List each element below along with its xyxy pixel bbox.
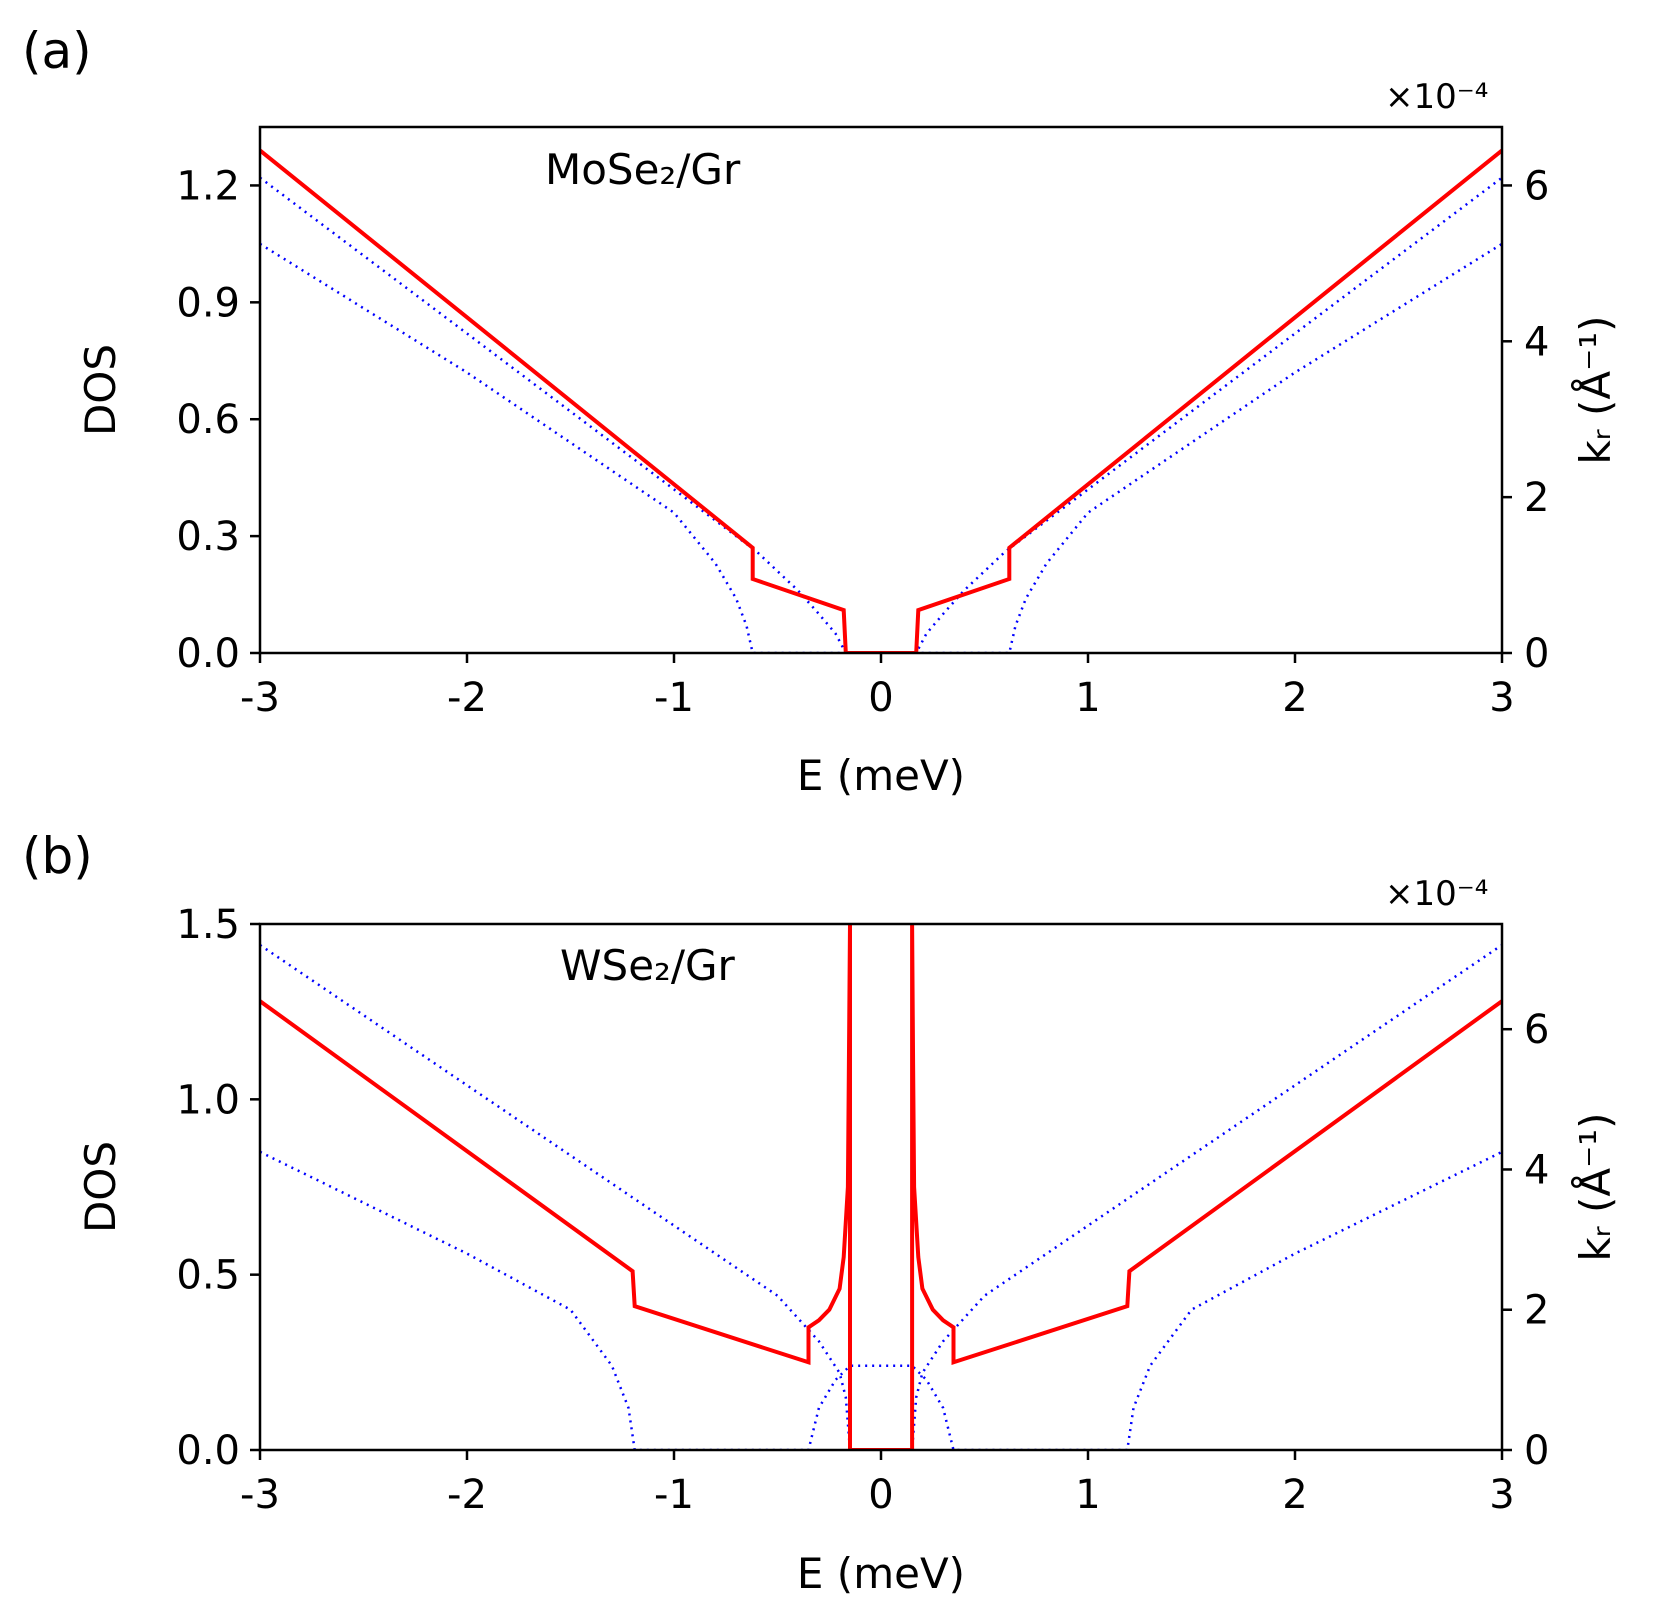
panel-a-y2tick-label-2: 4	[1524, 319, 1549, 365]
panel-a-xtick-label-0: -3	[240, 675, 280, 721]
panel-a-series	[260, 148, 1502, 653]
panel-b-series	[260, 924, 1502, 1450]
panel-b-ytick-label-0: 0.0	[176, 1428, 240, 1474]
panel-a-y2tick-label-3: 6	[1524, 163, 1549, 209]
panel-a-annotation: MoSe₂/Gr	[545, 145, 741, 194]
panel-b-x-ticks: -3 -2 -1 0 1 2 3	[240, 1450, 1515, 1518]
panel-b-ylabel: DOS	[76, 1141, 125, 1233]
panel-a-xtick-label-2: -1	[654, 675, 694, 721]
panel-b-series-1	[260, 943, 1502, 1450]
panel-b-xtick-label-4: 1	[1075, 1472, 1100, 1518]
panel-b-xtick-label-5: 2	[1282, 1472, 1307, 1518]
panel-a-ytick-label-0: 0.0	[176, 631, 240, 677]
panel-b: (b) -3 -2 -1 0 1 2 3 0.0 0.5 1.0 1.5 0 2 4 6 WSe₂/Gr…	[22, 827, 1620, 1598]
panel-b-label: (b)	[22, 827, 93, 885]
panel-b-y2tick-label-3: 6	[1524, 1007, 1549, 1053]
panel-b-xtick-label-0: -3	[240, 1472, 280, 1518]
panel-a-y-ticks: 0.0 0.3 0.6 0.9 1.2	[176, 163, 260, 677]
panel-b-y2tick-label-2: 4	[1524, 1147, 1549, 1193]
panel-b-xtick-label-6: 3	[1489, 1472, 1514, 1518]
panel-a-ytick-label-1: 0.3	[176, 514, 240, 560]
panel-a-xtick-label-6: 3	[1489, 675, 1514, 721]
panel-a-y2tick-label-1: 2	[1524, 475, 1549, 521]
panel-a-xlabel: E (meV)	[797, 751, 965, 800]
panel-a: (a) -3 -2 -1 0 1 2 3 0.0 0.3 0.6 0.9 1.2 0 2 4 6 MoSe…	[22, 22, 1620, 800]
panel-a-ytick-label-4: 1.2	[176, 163, 240, 209]
panel-a-series-1	[260, 176, 1502, 653]
panel-a-frame	[258, 125, 1504, 655]
panel-b-ytick-label-2: 1.0	[176, 1077, 240, 1123]
panel-b-y-ticks: 0.0 0.5 1.0 1.5	[176, 902, 260, 1474]
panel-a-series-2	[260, 242, 1502, 653]
panel-b-ytick-label-3: 1.5	[176, 902, 240, 948]
panel-a-ytick-label-2: 0.6	[176, 397, 240, 443]
panel-b-y2-multiplier: ×10⁻⁴	[1385, 874, 1488, 914]
panel-b-series-0	[260, 924, 1502, 1450]
panel-b-xlabel: E (meV)	[797, 1549, 965, 1598]
panel-a-xtick-label-4: 1	[1075, 675, 1100, 721]
panel-a-series-0	[260, 148, 1502, 653]
panel-a-ylabel: DOS	[76, 344, 125, 436]
panel-a-y2tick-label-0: 0	[1524, 631, 1549, 677]
panel-b-annotation: WSe₂/Gr	[560, 941, 736, 990]
panel-b-ytick-label-1: 0.5	[176, 1253, 240, 1299]
panel-a-xtick-label-1: -2	[447, 675, 487, 721]
panel-a-label: (a)	[22, 22, 92, 80]
panel-a-x-ticks: -3 -2 -1 0 1 2 3	[240, 653, 1515, 721]
panel-b-frame	[258, 922, 1504, 1452]
panel-b-y2-ticks: 0 2 4 6	[1502, 1007, 1549, 1474]
panel-a-ytick-label-3: 0.9	[176, 280, 240, 326]
panel-b-xtick-label-1: -2	[447, 1472, 487, 1518]
panel-b-y2label: kᵣ (Å⁻¹)	[1570, 1112, 1620, 1261]
panel-b-xtick-label-3: 0	[868, 1472, 893, 1518]
panel-b-y2tick-label-1: 2	[1524, 1288, 1549, 1334]
panel-a-y2label: kᵣ (Å⁻¹)	[1570, 315, 1620, 464]
panel-a-y2-ticks: 0 2 4 6	[1502, 163, 1549, 677]
panel-b-y2tick-label-0: 0	[1524, 1428, 1549, 1474]
panel-b-xtick-label-2: -1	[654, 1472, 694, 1518]
panel-a-xtick-label-5: 2	[1282, 675, 1307, 721]
panel-b-series-2	[260, 1150, 1502, 1450]
panel-a-xtick-label-3: 0	[868, 675, 893, 721]
panel-a-y2-multiplier: ×10⁻⁴	[1385, 77, 1488, 117]
